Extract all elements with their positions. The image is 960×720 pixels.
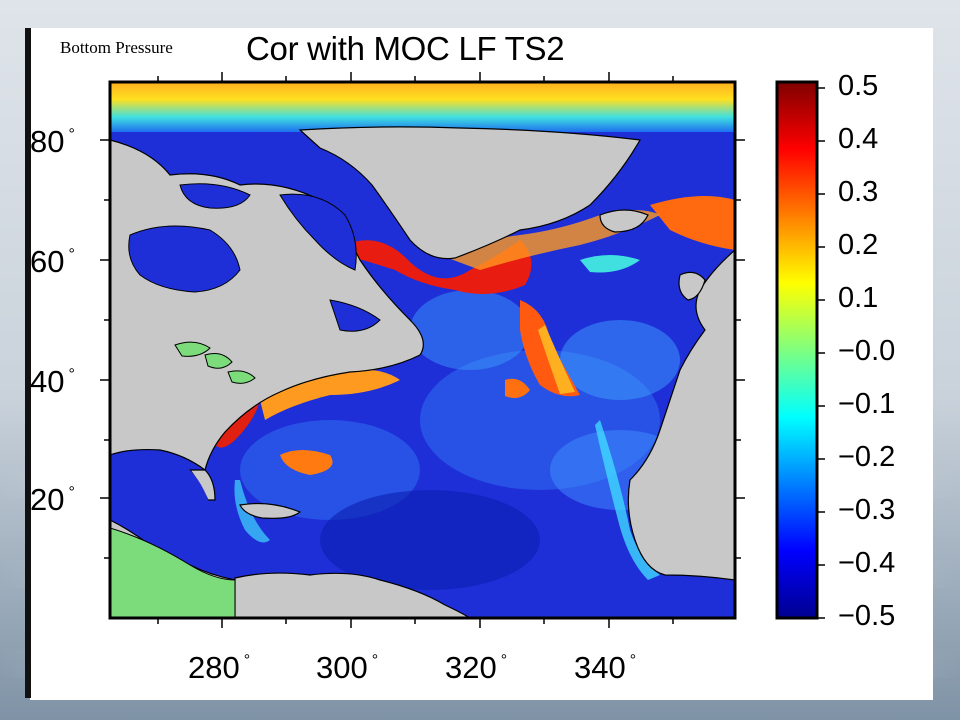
subtitle-bottom-pressure: Bottom Pressure — [60, 38, 173, 57]
colorbar-label: −0.1 — [838, 388, 896, 420]
lon-label-280: 280 ° — [188, 650, 251, 685]
lat-label-60: 60 ° — [30, 244, 75, 279]
plot-title: Cor with MOC LF TS2 — [246, 30, 565, 67]
colorbar-label: 0.2 — [838, 229, 879, 261]
cuba-land — [239, 502, 302, 519]
colorbar-label: −0.0 — [838, 335, 896, 367]
british-isles-land — [678, 271, 706, 301]
lat-ticks — [100, 139, 745, 559]
colorbar-gradient — [777, 82, 817, 618]
lon-label-320: 320 ° — [445, 650, 508, 685]
map-frame — [108, 80, 737, 620]
central-america-green-land — [110, 527, 236, 618]
lon-label-340: 340 ° — [574, 650, 637, 685]
hudson-bay — [128, 183, 381, 332]
lat-label-80: 80 ° — [30, 124, 75, 159]
lon-ticks — [157, 72, 674, 628]
labrador-warm-band — [345, 240, 532, 294]
colorbar-frame — [775, 80, 819, 620]
colorbar-label: −0.3 — [838, 494, 896, 526]
lon-label-300: 300 ° — [316, 650, 379, 685]
greenland-land — [298, 126, 641, 260]
colorbar-ticks — [817, 87, 825, 619]
iceland-land — [599, 209, 649, 233]
colorbar-label: −0.5 — [838, 600, 896, 632]
colorbar-label: 0.5 — [838, 70, 879, 102]
lat-label-20: 20 ° — [30, 482, 75, 517]
colorbar-label: 0.3 — [838, 176, 879, 208]
colorbar-label: −0.2 — [838, 441, 896, 473]
colorbar-label: 0.1 — [838, 282, 879, 314]
colorbar-label: −0.4 — [838, 547, 896, 579]
arctic-band — [110, 82, 735, 132]
slide-left-bar — [25, 28, 31, 698]
lat-label-40: 40 ° — [30, 364, 75, 399]
great-lakes — [174, 341, 256, 384]
colorbar-label: 0.4 — [838, 123, 879, 155]
europe-africa-land — [627, 249, 735, 581]
south-america-land — [234, 572, 472, 618]
